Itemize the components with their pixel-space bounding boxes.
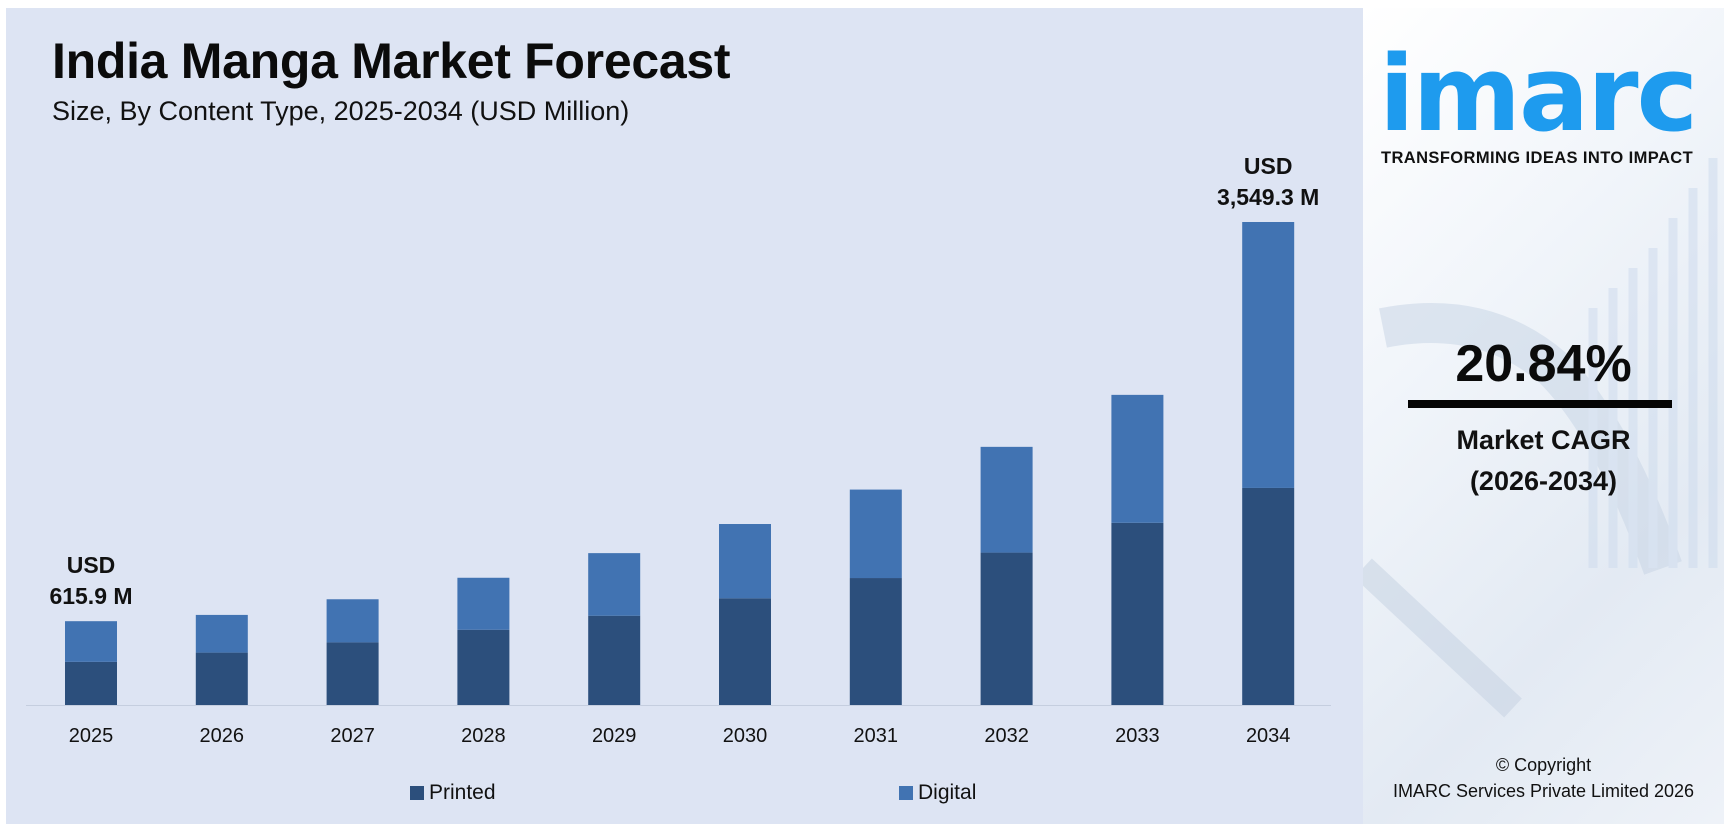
bar-printed-2027 (326, 642, 379, 705)
cagr-period: (2026-2034) (1469, 466, 1618, 496)
x-tick-label: 2033 (1115, 725, 1160, 747)
bar-printed-2031 (849, 578, 902, 705)
x-tick-label: 2028 (461, 725, 506, 747)
bar-printed-2025 (65, 661, 117, 705)
bar-digital-2030 (719, 524, 771, 599)
imarc-logo: imarc (1379, 33, 1698, 155)
legend-swatch-digital (899, 786, 913, 800)
legend-label-printed: Printed (429, 781, 496, 804)
bar-printed-2029 (588, 615, 641, 705)
bar-printed-2033 (1111, 522, 1164, 705)
x-tick-label: 2030 (723, 725, 768, 747)
x-tick-label: 2027 (330, 725, 375, 747)
x-tick-label: 2029 (592, 725, 637, 747)
chart-panel: India Manga Market Forecast Size, By Con… (6, 8, 1363, 824)
bar-printed-2032 (980, 552, 1033, 705)
bar-digital-2027 (326, 599, 379, 643)
bar-digital-2026 (195, 614, 248, 653)
bar-printed-2026 (195, 652, 248, 705)
company-name: IMARC Services Private Limited 2026 (1392, 781, 1695, 801)
logo-tagline: TRANSFORMING IDEAS INTO IMPACT (1381, 149, 1694, 167)
bar-digital-2034 (1242, 222, 1295, 488)
background-decoration (1363, 158, 1718, 718)
data-label-unit: USD (1244, 153, 1293, 179)
x-tick-label: 2025 (69, 725, 114, 747)
bar-digital-2033 (1111, 394, 1164, 523)
side-panel: imarc TRANSFORMING IDEAS INTO IMPACT 20.… (1363, 8, 1724, 824)
data-label-value: 3,549.3 M (1217, 184, 1319, 210)
data-label-value: 615.9 M (49, 583, 132, 609)
bar-digital-2031 (849, 489, 902, 579)
bar-digital-2025 (65, 621, 117, 662)
data-label-unit: USD (67, 552, 116, 578)
x-tick-label: 2026 (200, 725, 245, 747)
cagr-value: 20.84% (1455, 335, 1632, 393)
chart-title: India Manga Market Forecast (52, 33, 731, 89)
chart-subtitle: Size, By Content Type, 2025-2034 (USD Mi… (52, 96, 630, 126)
legend-label-digital: Digital (918, 781, 977, 804)
cagr-divider (1408, 400, 1672, 408)
legend-item-digital: Digital (899, 781, 976, 805)
bar-printed-2028 (457, 629, 510, 705)
x-tick-label: 2031 (854, 725, 899, 747)
bar-printed-2034 (1242, 487, 1295, 705)
legend-item-printed: Printed (410, 781, 496, 805)
bar-digital-2029 (588, 553, 641, 616)
chart-plot: 2025 2026 2027 2028 2029 2030 2031 2032 2033 2034… (26, 153, 1331, 747)
bar-digital-2032 (980, 446, 1033, 553)
x-tick-label: 2034 (1246, 725, 1291, 747)
cagr-label: Market CAGR (1456, 425, 1631, 455)
bar-printed-2030 (719, 598, 771, 705)
x-tick-label: 2032 (984, 725, 1029, 747)
bar-digital-2028 (457, 577, 510, 630)
copyright-text: © Copyright (1495, 755, 1592, 775)
legend-swatch-printed (410, 786, 424, 800)
